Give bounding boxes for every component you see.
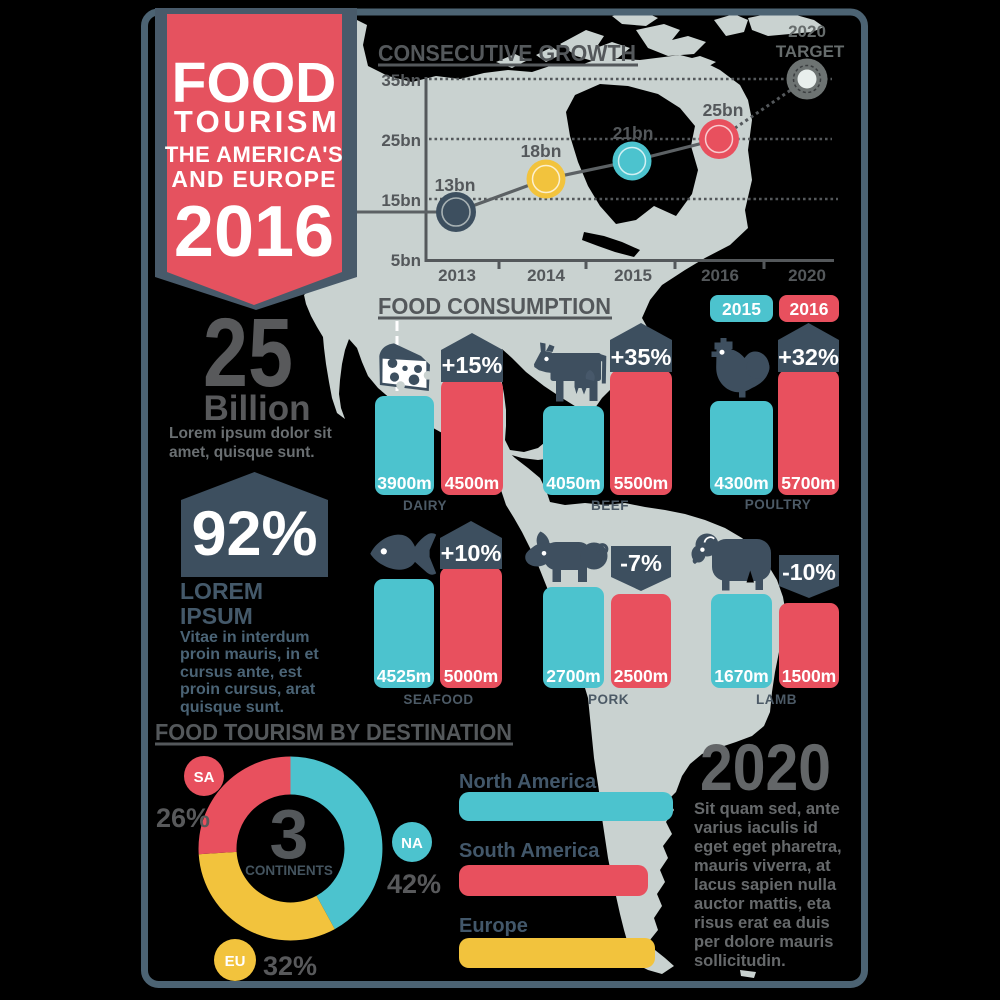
svg-text:per dolore mauris: per dolore mauris <box>694 933 833 951</box>
svg-text:-7%: -7% <box>620 550 662 576</box>
svg-text:2016: 2016 <box>174 192 334 272</box>
svg-text:FOOD TOURISM BY DESTINATION: FOOD TOURISM BY DESTINATION <box>155 719 512 745</box>
svg-text:4300m: 4300m <box>714 473 769 493</box>
svg-text:SEAFOOD: SEAFOOD <box>403 692 473 707</box>
svg-text:+10%: +10% <box>441 540 502 566</box>
svg-text:1670m: 1670m <box>714 666 769 686</box>
svg-text:PORK: PORK <box>588 692 629 707</box>
svg-text:2020: 2020 <box>788 266 826 285</box>
svg-text:21bn: 21bn <box>613 123 654 143</box>
svg-text:lacus sapien nulla: lacus sapien nulla <box>694 876 837 894</box>
svg-text:risus erat ea duis: risus erat ea duis <box>694 914 830 932</box>
svg-text:IPSUM: IPSUM <box>180 603 253 629</box>
svg-text:South America: South America <box>459 840 600 862</box>
svg-text:+32%: +32% <box>778 344 839 370</box>
svg-text:Europe: Europe <box>459 915 528 937</box>
svg-text:15bn: 15bn <box>381 191 421 210</box>
svg-text:5700m: 5700m <box>781 473 836 493</box>
svg-text:2014: 2014 <box>527 266 565 285</box>
svg-text:proin mauris, in et: proin mauris, in et <box>180 646 319 663</box>
svg-text:eget eget pharetra,: eget eget pharetra, <box>694 838 842 856</box>
svg-text:2020: 2020 <box>700 730 831 804</box>
svg-text:varius iaculis id: varius iaculis id <box>694 819 818 837</box>
svg-text:POULTRY: POULTRY <box>745 497 812 512</box>
svg-text:2015: 2015 <box>614 266 652 285</box>
svg-text:TARGET: TARGET <box>776 42 845 61</box>
svg-text:AND EUROPE: AND EUROPE <box>171 166 336 192</box>
svg-text:SA: SA <box>194 769 215 786</box>
svg-text:2016: 2016 <box>701 266 739 285</box>
svg-text:LOREM: LOREM <box>180 578 263 604</box>
svg-text:Billion: Billion <box>204 389 311 428</box>
svg-text:42%: 42% <box>387 869 441 899</box>
svg-text:LAMB: LAMB <box>756 692 797 707</box>
svg-text:3: 3 <box>270 795 309 873</box>
svg-text:DAIRY: DAIRY <box>403 498 447 513</box>
svg-text:NA: NA <box>401 835 423 852</box>
svg-text:26%: 26% <box>156 803 210 833</box>
svg-text:4500m: 4500m <box>445 473 500 493</box>
svg-text:North America: North America <box>459 771 597 793</box>
svg-text:1500m: 1500m <box>782 666 837 686</box>
svg-text:2013: 2013 <box>438 266 476 285</box>
svg-text:quisque sunt.: quisque sunt. <box>180 699 284 716</box>
svg-text:4525m: 4525m <box>377 666 432 686</box>
svg-text:CONSECUTIVE GROWTH: CONSECUTIVE GROWTH <box>378 40 636 66</box>
svg-text:32%: 32% <box>263 951 317 981</box>
svg-text:5500m: 5500m <box>614 473 669 493</box>
svg-text:25bn: 25bn <box>703 100 744 120</box>
svg-text:25bn: 25bn <box>381 131 421 150</box>
svg-text:BEEF: BEEF <box>591 498 629 513</box>
svg-text:35bn: 35bn <box>381 71 421 90</box>
svg-text:amet, quisque sunt.: amet, quisque sunt. <box>169 444 315 461</box>
svg-text:25: 25 <box>203 298 293 407</box>
svg-text:mauris viverra, at: mauris viverra, at <box>694 857 831 875</box>
svg-text:cursus ante, est: cursus ante, est <box>180 664 303 681</box>
svg-text:5000m: 5000m <box>444 666 499 686</box>
svg-text:5bn: 5bn <box>391 251 421 270</box>
svg-text:2016: 2016 <box>790 299 829 319</box>
svg-text:4050m: 4050m <box>546 473 601 493</box>
svg-text:+15%: +15% <box>442 352 503 378</box>
svg-text:Vitae in interdum: Vitae in interdum <box>180 629 310 646</box>
svg-text:13bn: 13bn <box>435 175 476 195</box>
svg-text:proin cursus, arat: proin cursus, arat <box>180 681 316 698</box>
svg-text:3900m: 3900m <box>377 473 432 493</box>
svg-text:Lorem ipsum dolor sit: Lorem ipsum dolor sit <box>169 425 332 442</box>
svg-text:EU: EU <box>225 953 246 970</box>
svg-text:2020: 2020 <box>788 22 826 41</box>
svg-text:+35%: +35% <box>611 344 672 370</box>
svg-text:sollicitudin.: sollicitudin. <box>694 952 786 970</box>
svg-text:CONTINENTS: CONTINENTS <box>245 863 333 878</box>
svg-text:auctor mattis, eta: auctor mattis, eta <box>694 895 831 913</box>
svg-text:-10%: -10% <box>782 559 836 585</box>
svg-text:FOOD: FOOD <box>172 51 337 115</box>
svg-text:FOOD CONSUMPTION: FOOD CONSUMPTION <box>378 293 611 319</box>
svg-text:92%: 92% <box>191 499 317 569</box>
svg-text:2500m: 2500m <box>614 666 669 686</box>
svg-text:THE AMERICA'S: THE AMERICA'S <box>165 142 343 167</box>
svg-text:2015: 2015 <box>722 299 761 319</box>
svg-text:18bn: 18bn <box>521 141 562 161</box>
svg-text:Sit quam sed, ante: Sit quam sed, ante <box>694 800 840 818</box>
svg-text:2700m: 2700m <box>546 666 601 686</box>
svg-text:TOURISM: TOURISM <box>174 104 340 139</box>
